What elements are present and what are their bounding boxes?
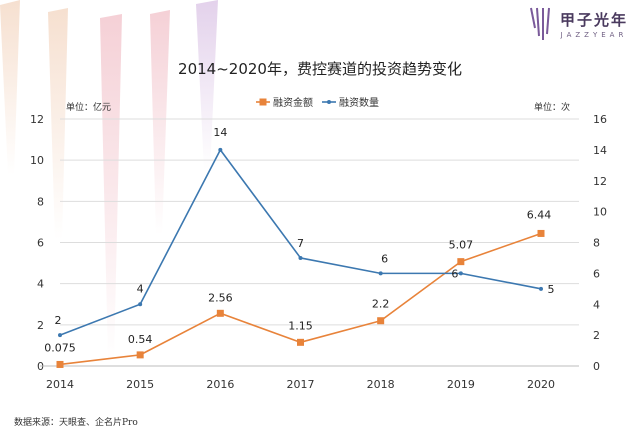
data-point-count xyxy=(378,271,383,276)
legend: 融资金额 融资数量 xyxy=(256,96,379,109)
right-axis-unit: 单位：次 xyxy=(534,101,570,113)
data-point-count xyxy=(458,271,463,276)
data-label-amount: 0.54 xyxy=(128,333,153,346)
data-label-amount: 1.15 xyxy=(288,319,313,332)
data-label-amount: 2.2 xyxy=(372,298,390,311)
brand-name-cn: 甲子光年 xyxy=(559,11,628,29)
y-tick-label-right: 10 xyxy=(593,206,607,219)
data-label-count: 5 xyxy=(548,283,555,296)
y-tick-label-right: 12 xyxy=(593,175,607,188)
brand-logo: 甲子光年 JAZZYEAR xyxy=(528,6,628,42)
legend-label-count: 融资数量 xyxy=(339,96,379,109)
legend-item-count: 融资数量 xyxy=(322,96,379,109)
data-label-count: 4 xyxy=(137,282,144,295)
y-tick-label-right: 16 xyxy=(593,113,607,126)
data-label-count: 7 xyxy=(297,237,304,250)
data-point-amount xyxy=(56,360,64,368)
data-point-count xyxy=(138,302,143,307)
light-beam xyxy=(0,0,20,175)
data-point-amount xyxy=(457,258,465,266)
data-point-count xyxy=(58,333,62,338)
brand-name-en: JAZZYEAR xyxy=(560,31,628,39)
y-tick-label-right: 6 xyxy=(593,267,600,280)
light-beam xyxy=(100,14,122,360)
x-tick-label: 2018 xyxy=(367,378,395,391)
data-point-count xyxy=(298,255,303,260)
data-label-amount: 2.56 xyxy=(208,291,233,304)
data-point-amount xyxy=(537,229,545,237)
data-label-count: 14 xyxy=(213,126,227,139)
y-tick-label-left: 4 xyxy=(37,278,44,291)
y-tick-label-right: 4 xyxy=(593,298,600,311)
data-point-amount xyxy=(216,309,224,317)
data-point-amount xyxy=(377,317,385,325)
light-beam xyxy=(150,10,170,235)
legend-item-amount: 融资金额 xyxy=(256,96,313,109)
y-tick-label-left: 12 xyxy=(30,113,44,126)
x-tick-label: 2016 xyxy=(206,378,234,391)
data-point-count xyxy=(218,147,223,152)
y-tick-label-left: 6 xyxy=(37,237,44,250)
x-tick-label: 2019 xyxy=(447,378,475,391)
y-tick-label-left: 2 xyxy=(37,319,44,332)
data-label-amount: 5.07 xyxy=(449,239,474,252)
y-tick-label-right: 2 xyxy=(593,329,600,342)
y-tick-label-right: 0 xyxy=(593,360,600,373)
chart-title: 2014~2020年，费控赛道的投资趋势变化 xyxy=(178,60,462,78)
left-axis-unit: 单位：亿元 xyxy=(66,101,111,113)
data-label-count: 2 xyxy=(55,314,62,327)
legend-label-amount: 融资金额 xyxy=(273,96,313,109)
x-tick-label: 2017 xyxy=(287,378,315,391)
jazzyear-logo-icon xyxy=(530,7,550,40)
data-label-amount: 0.075 xyxy=(44,341,76,354)
x-tick-label: 2020 xyxy=(527,378,555,391)
light-beam xyxy=(48,8,68,240)
y-tick-label-right: 8 xyxy=(593,237,600,250)
data-point-amount xyxy=(297,338,304,346)
data-label-count: 6 xyxy=(381,252,388,265)
y-tick-label-right: 14 xyxy=(593,144,607,157)
data-point-count xyxy=(539,286,543,291)
data-point-amount xyxy=(136,351,144,359)
x-tick-label: 2014 xyxy=(46,378,74,391)
x-tick-label: 2015 xyxy=(126,378,154,391)
y-tick-label-left: 8 xyxy=(37,195,44,208)
data-label-amount: 6.44 xyxy=(527,208,552,221)
light-beam xyxy=(196,0,218,170)
data-source-note: 数据来源：天眼查、企名片Pro xyxy=(14,418,138,428)
y-tick-label-left: 10 xyxy=(30,154,44,167)
data-label-count: 6 xyxy=(451,267,458,280)
